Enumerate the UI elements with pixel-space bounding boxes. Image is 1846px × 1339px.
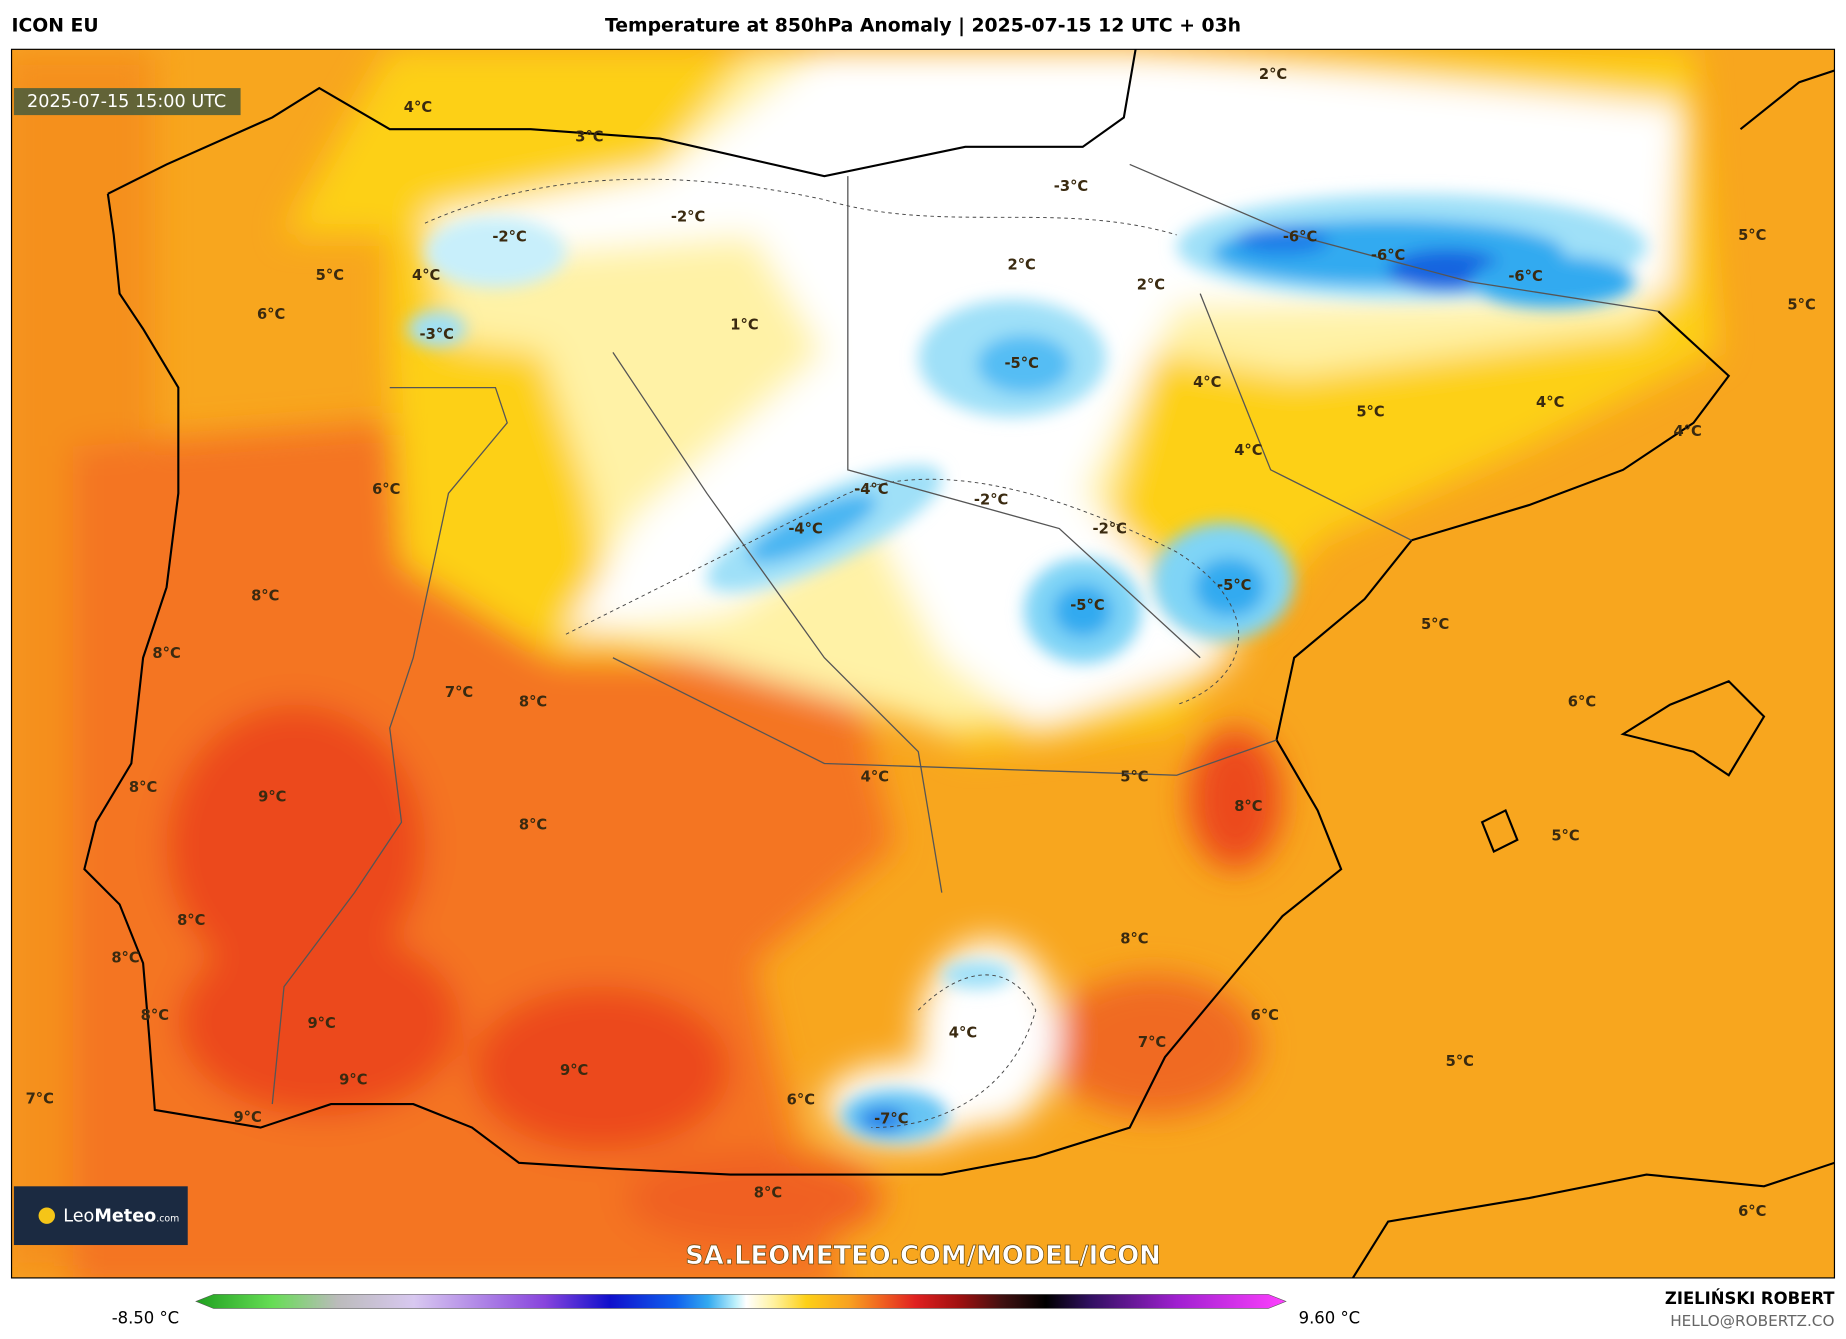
contour-label: 9°C bbox=[233, 1109, 261, 1126]
contour-label: 5°C bbox=[1738, 227, 1766, 244]
contour-label: 8°C bbox=[754, 1184, 782, 1201]
contour-label: 8°C bbox=[141, 1007, 169, 1024]
contour-label: 8°C bbox=[152, 645, 180, 662]
contour-label: 6°C bbox=[1568, 693, 1596, 710]
contour-label: 4°C bbox=[404, 99, 432, 116]
contour-label: 5°C bbox=[1356, 403, 1384, 420]
coastline bbox=[83, 49, 1835, 1278]
contour-label: 2°C bbox=[1008, 256, 1036, 273]
contour-label: -6°C bbox=[1283, 228, 1317, 245]
contour-label: 7°C bbox=[1138, 1034, 1166, 1051]
contour-label: -4°C bbox=[788, 521, 822, 538]
contour-label: 6°C bbox=[787, 1092, 815, 1109]
map-frame bbox=[10, 48, 1836, 1279]
contour-label: 8°C bbox=[129, 779, 157, 796]
colorbar-max: 9.60 °C bbox=[1299, 1309, 1361, 1328]
contour-label: -7°C bbox=[874, 1110, 908, 1127]
contour-label: 9°C bbox=[258, 789, 286, 806]
map: 4°C 3°C 2°C -3°C -2°C -2°C -6°C -6°C -6°C 5°C 5°C 5… bbox=[11, 49, 1835, 1278]
contour-label: 4°C bbox=[1536, 394, 1564, 411]
contour-label: 8°C bbox=[1120, 931, 1148, 948]
contour-label: 6°C bbox=[1738, 1203, 1766, 1220]
contour-label: 4°C bbox=[949, 1025, 977, 1042]
contour-labels: 4°C 3°C 2°C -3°C -2°C -2°C -6°C -6°C -6°C 5°C 5°C 5… bbox=[26, 66, 1816, 1220]
contour-label: 8°C bbox=[111, 949, 139, 966]
cold-anomaly bbox=[407, 193, 1647, 1142]
contour-label: -4°C bbox=[854, 481, 888, 498]
valid-time: 2025-07-15 15:00 UTC bbox=[27, 92, 226, 112]
contour-label: -5°C bbox=[1070, 597, 1104, 614]
contour-label: 4°C bbox=[412, 267, 440, 284]
contour-label: 5°C bbox=[316, 267, 344, 284]
colorbar-min: -8.50 °C bbox=[112, 1309, 179, 1328]
contour-label: 7°C bbox=[445, 684, 473, 701]
logo-domain: .com bbox=[156, 1214, 179, 1225]
colorbar-scale bbox=[195, 1294, 1287, 1309]
contour-label: -5°C bbox=[1004, 355, 1038, 372]
borders bbox=[271, 163, 1659, 1105]
contour-label: -2°C bbox=[1093, 521, 1127, 538]
contour-label: 5°C bbox=[1787, 296, 1815, 313]
contour-label: 4°C bbox=[1193, 374, 1221, 391]
model-name: ICON EU bbox=[12, 16, 99, 37]
logo-light: Leo bbox=[63, 1207, 94, 1227]
watermark: SA.LEOMETEO.COM/MODEL/ICON bbox=[685, 1241, 1161, 1271]
contour-label: 8°C bbox=[519, 693, 547, 710]
contour-label: 6°C bbox=[1251, 1007, 1279, 1024]
author: ZIELIŃSKI ROBERT bbox=[1665, 1289, 1835, 1308]
contour-label: 3°C bbox=[575, 128, 603, 145]
colorbar bbox=[195, 1294, 1287, 1309]
contour-label: -3°C bbox=[420, 326, 454, 343]
contour-label: 5°C bbox=[1120, 769, 1148, 786]
contour-label: -5°C bbox=[1217, 577, 1251, 594]
logo-sun bbox=[38, 1207, 55, 1224]
contour-label: 8°C bbox=[519, 817, 547, 834]
contour-label: -6°C bbox=[1371, 247, 1405, 264]
contour-label: 9°C bbox=[307, 1015, 335, 1032]
contour-lines bbox=[424, 178, 1240, 1129]
contour-label: -3°C bbox=[1054, 178, 1088, 195]
contour-label: 7°C bbox=[26, 1090, 54, 1107]
email: HELLO@ROBERTZ.CO bbox=[1670, 1312, 1834, 1330]
contour-label: 4°C bbox=[1673, 423, 1701, 440]
logo: LeoMeteo.com bbox=[63, 1207, 179, 1227]
contour-label: 1°C bbox=[730, 316, 758, 333]
chart-title: Temperature at 850hPa Anomaly | 2025-07-… bbox=[605, 16, 1241, 37]
contour-label: 4°C bbox=[1234, 442, 1262, 459]
contour-label: 2°C bbox=[1259, 66, 1287, 83]
contour-label: 5°C bbox=[1446, 1053, 1474, 1070]
contour-label: 5°C bbox=[1421, 616, 1449, 633]
contour-label: 8°C bbox=[177, 912, 205, 929]
contour-label: 8°C bbox=[1234, 798, 1262, 815]
contour-label: -2°C bbox=[974, 491, 1008, 508]
contour-label: 2°C bbox=[1137, 276, 1165, 293]
logo-bold: Meteo bbox=[94, 1207, 156, 1227]
contour-label: -2°C bbox=[492, 228, 526, 245]
contour-label: 6°C bbox=[372, 481, 400, 498]
contour-label: -6°C bbox=[1508, 268, 1542, 285]
contour-label: 5°C bbox=[1551, 827, 1579, 844]
contour-label: 9°C bbox=[339, 1072, 367, 1089]
contour-label: 4°C bbox=[861, 769, 889, 786]
contour-label: 9°C bbox=[560, 1062, 588, 1079]
contour-label: 6°C bbox=[257, 306, 285, 323]
time-badge bbox=[13, 88, 241, 116]
contour-label: -2°C bbox=[671, 208, 705, 225]
contour-label: 8°C bbox=[251, 588, 279, 605]
